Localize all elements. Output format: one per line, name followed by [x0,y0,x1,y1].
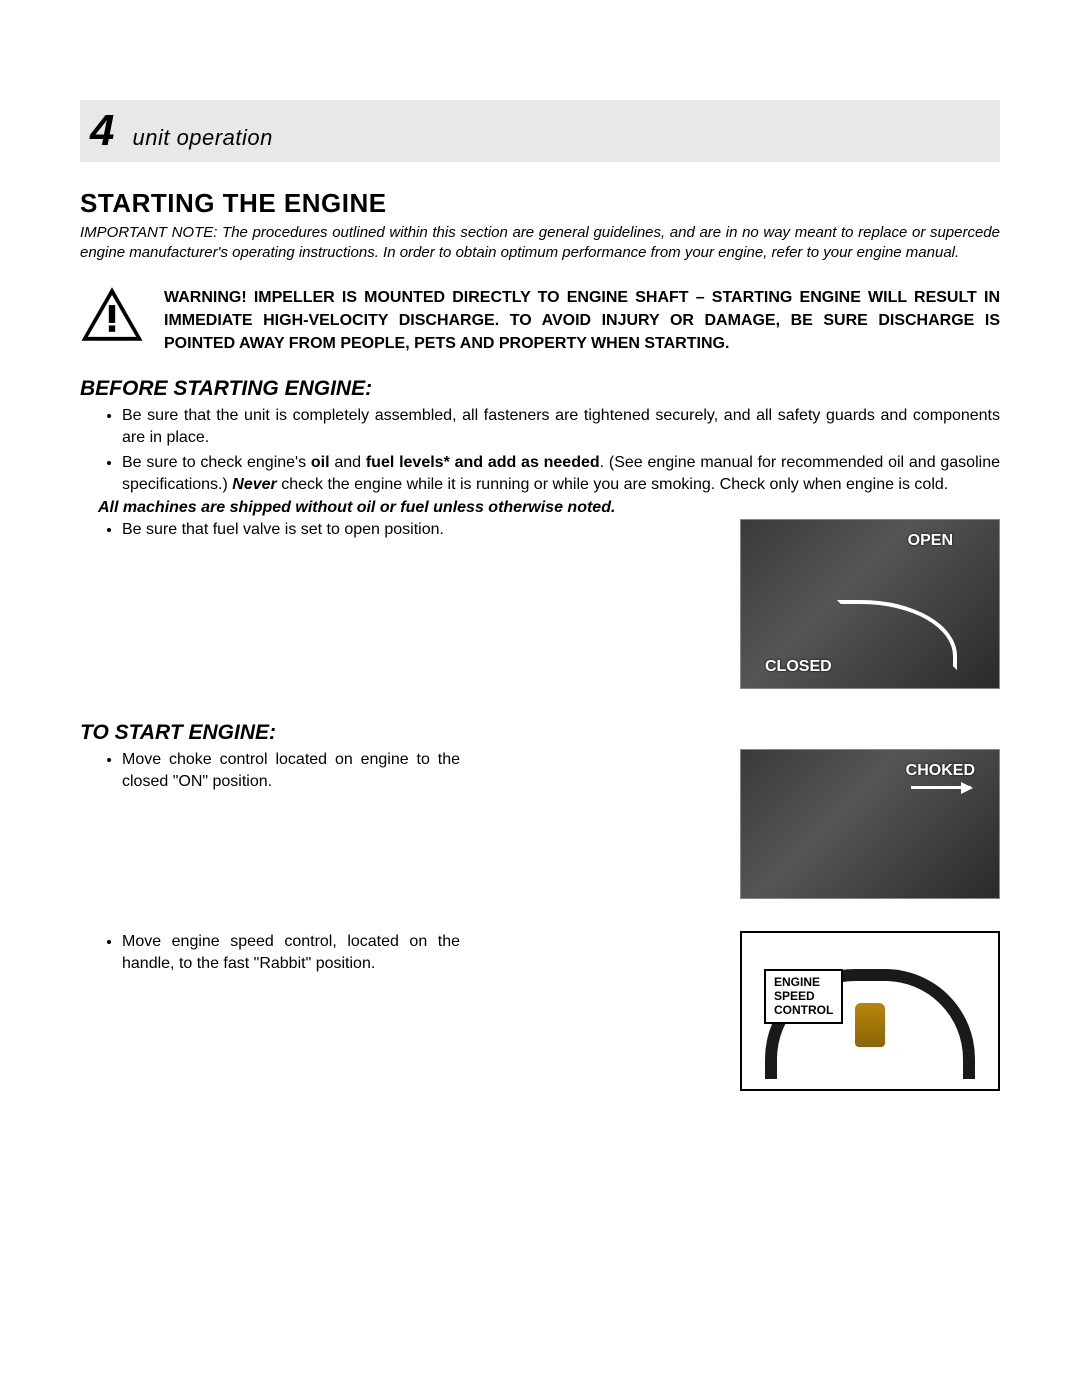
speed-lever [855,1003,885,1047]
arrow-icon [911,786,971,789]
open-label: OPEN [908,532,953,550]
choked-label: CHOKED [906,762,975,780]
section-title: unit operation [132,125,272,151]
fuel-valve-list: Be sure that fuel valve is set to open p… [80,519,720,541]
bold-text: fuel levels* and add as needed [366,454,600,471]
bold-text: oil [311,454,330,471]
warning-text: WARNING! IMPELLER IS MOUNTED DIRECTLY TO… [164,286,1000,356]
list-item: Move engine speed control, located on th… [122,931,460,976]
fuel-valve-figure: OPEN CLOSED [740,519,1000,689]
section-header: 4 unit operation [80,100,1000,162]
list-item: Be sure that fuel valve is set to open p… [122,519,720,541]
handle-figure: ENGINE SPEED CONTROL [740,931,1000,1091]
text: Be sure to check engine's [122,454,311,471]
important-note: IMPORTANT NOTE: The procedures outlined … [80,223,1000,264]
choke-figure: CHOKED [740,749,1000,899]
speed-list: Move engine speed control, located on th… [80,931,460,976]
handle-label: ENGINE SPEED CONTROL [764,969,843,1024]
page-heading: STARTING THE ENGINE [80,188,1000,219]
before-heading: BEFORE STARTING ENGINE: [80,377,1000,401]
warning-icon [80,286,144,347]
text: and [330,454,366,471]
list-item: Be sure to check engine's oil and fuel l… [122,452,1000,497]
ship-note: All machines are shipped without oil or … [98,499,1000,517]
list-item: Be sure that the unit is completely asse… [122,405,1000,450]
list-item: Move choke control located on engine to … [122,749,460,794]
choke-list: Move choke control located on engine to … [80,749,460,794]
text: check the engine while it is running or … [277,476,948,493]
section-number: 4 [90,106,114,156]
before-bullets: Be sure that the unit is completely asse… [80,405,1000,497]
arrow-icon [837,600,957,670]
bold-italic-text: Never [232,476,276,493]
fuel-valve-block: Be sure that fuel valve is set to open p… [80,519,1000,689]
warning-block: WARNING! IMPELLER IS MOUNTED DIRECTLY TO… [80,286,1000,356]
choke-block: Move choke control located on engine to … [80,749,1000,899]
speed-block: Move engine speed control, located on th… [80,931,1000,1091]
closed-label: CLOSED [765,658,832,676]
start-heading: TO START ENGINE: [80,721,1000,745]
